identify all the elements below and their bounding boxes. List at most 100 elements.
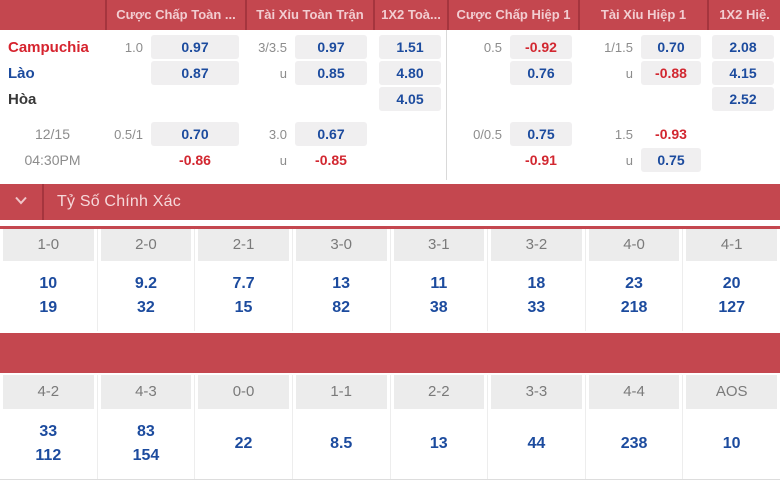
score-odds[interactable]: 238 [620, 435, 648, 452]
score-column: 3-3 44 [488, 375, 586, 479]
score-label: 3-1 [393, 229, 485, 261]
score-column: 3-0 13 82 [293, 229, 391, 331]
odds-price[interactable]: -0.91 [525, 152, 557, 168]
handicap-value: 1.5 [614, 126, 633, 142]
cell-1x2-h1-home: 2.08 [707, 35, 780, 59]
score-odds[interactable]: 32 [137, 299, 155, 316]
score-odds[interactable]: 38 [429, 299, 448, 316]
score-label: 2-1 [198, 229, 289, 261]
odds-header-corner [0, 0, 105, 30]
cell-1x2-full-draw: 4.05 [373, 87, 447, 111]
odds-price[interactable]: 2.52 [712, 87, 774, 111]
score-label: 4-2 [3, 375, 94, 409]
score-column: 2-2 13 [391, 375, 489, 479]
cell-ou-full-home: 3/3.5 0.97 [245, 35, 373, 59]
score-odds[interactable]: 19 [39, 299, 58, 316]
cell-hc-h1-away: 0.76 [447, 61, 578, 85]
cell-1x2-h1-away: 4.15 [707, 61, 780, 85]
score-label: 4-1 [686, 229, 777, 261]
odds-price[interactable]: -0.92 [510, 35, 572, 59]
score-odds[interactable]: 44 [527, 435, 546, 452]
team-name-away: Lào [8, 64, 35, 82]
score-column: 3-2 18 33 [488, 229, 586, 331]
odds-price[interactable]: -0.85 [315, 152, 347, 168]
team-name-home: Campuchia [8, 38, 89, 56]
half-sections-divider [446, 30, 447, 180]
score-odds[interactable]: 82 [332, 299, 351, 316]
odds-row-home: Campuchia 1.0 0.97 3/3.5 0.97 1.51 0.5 -… [0, 34, 780, 60]
score-odds[interactable]: 13 [332, 275, 351, 292]
odds-price[interactable]: 0.70 [151, 122, 239, 146]
odds-price[interactable]: 0.67 [295, 122, 367, 146]
score-column: 2-1 7.7 15 [195, 229, 293, 331]
score-odds[interactable]: 112 [35, 447, 62, 464]
score-odds[interactable]: 127 [718, 299, 746, 316]
cell-hc-full-away: 0.87 [105, 61, 245, 85]
odds-row-draw: Hòa 4.05 2.52 [0, 86, 780, 112]
odds-price[interactable]: -0.88 [641, 61, 701, 85]
score-odds[interactable]: 9.2 [134, 275, 158, 292]
cell-ou-full-away: u 0.85 [245, 61, 373, 85]
score-odds[interactable]: 10 [722, 435, 741, 452]
odds-price[interactable]: 0.97 [151, 35, 239, 59]
odds-price[interactable]: 0.85 [295, 61, 367, 85]
score-odds[interactable]: 33 [527, 299, 546, 316]
odds-price[interactable]: 1.51 [379, 35, 441, 59]
odds-table-header: Cược Chấp Toàn ... Tài Xỉu Toàn Trận 1X2… [0, 0, 780, 30]
score-odds[interactable]: 10 [39, 275, 58, 292]
odds-price[interactable]: 2.08 [712, 35, 774, 59]
handicap-value: 3/3.5 [258, 39, 287, 55]
odds-row-live-1: 12/15 0.5/1 0.70 3.0 0.67 0/0.5 0.75 1.5… [0, 121, 780, 147]
odds-header-overunder-h1: Tài Xỉu Hiệp 1 [578, 0, 707, 30]
score-odds[interactable]: 20 [722, 275, 741, 292]
score-odds[interactable]: 18 [527, 275, 546, 292]
cell-hc-h1-live2: -0.91 [447, 148, 578, 172]
score-odds[interactable]: 83 [137, 423, 155, 440]
handicap-value: 0/0.5 [473, 126, 502, 142]
score-column: AOS 10 [683, 375, 780, 479]
score-odds[interactable]: 154 [132, 447, 160, 464]
odds-header-overunder-full: Tài Xỉu Toàn Trận [245, 0, 373, 30]
odds-price[interactable]: 0.70 [641, 35, 701, 59]
score-odds[interactable]: 11 [430, 275, 448, 292]
kickoff-time: 04:30PM [24, 152, 81, 168]
score-odds[interactable]: 33 [39, 423, 58, 440]
handicap-value: 0.5/1 [114, 126, 143, 142]
handicap-value: 3.0 [268, 126, 287, 142]
odds-price[interactable]: -0.86 [179, 152, 211, 168]
handicap-value: u [625, 152, 633, 168]
score-odds[interactable]: 22 [234, 435, 253, 452]
odds-price[interactable]: 0.76 [510, 61, 572, 85]
odds-price[interactable]: 4.15 [712, 61, 774, 85]
score-odds[interactable]: 15 [234, 299, 253, 316]
score-odds[interactable]: 218 [620, 299, 648, 316]
score-odds[interactable]: 8.5 [330, 435, 353, 452]
cell-ou-h1-away: u -0.88 [578, 61, 707, 85]
score-column: 1-0 10 19 [0, 229, 98, 331]
score-column: 4-4 238 [586, 375, 684, 479]
odds-price[interactable]: -0.93 [655, 126, 687, 142]
odds-price[interactable]: 0.75 [641, 148, 701, 172]
score-odds[interactable]: 23 [625, 275, 643, 292]
handicap-value: 0.5 [483, 39, 502, 55]
odds-price[interactable]: 0.97 [295, 35, 367, 59]
collapse-toggle[interactable] [0, 184, 44, 220]
score-column: 4-0 23 218 [586, 229, 684, 331]
correct-score-grid-1: 1-0 10 19 2-0 9.2 32 2-1 7.7 15 3-0 13 82 3-… [0, 226, 780, 331]
odds-price[interactable]: 0.87 [151, 61, 239, 85]
score-odds[interactable]: 7.7 [232, 275, 255, 292]
score-label: AOS [686, 375, 777, 409]
odds-price[interactable]: 4.05 [379, 87, 441, 111]
odds-price[interactable]: 0.75 [510, 122, 572, 146]
score-label: 2-2 [393, 375, 485, 409]
score-column: 3-1 11 38 [391, 229, 489, 331]
handicap-value: u [625, 65, 633, 81]
odds-price[interactable]: 4.80 [379, 61, 441, 85]
cell-ou-h1-live1: 1.5 -0.93 [578, 122, 707, 146]
score-label: 0-0 [198, 375, 289, 409]
score-label: 4-4 [588, 375, 680, 409]
score-column: 2-0 9.2 32 [98, 229, 196, 331]
cell-ou-full-live1: 3.0 0.67 [245, 122, 373, 146]
score-odds[interactable]: 13 [429, 435, 448, 452]
cell-hc-h1-live1: 0/0.5 0.75 [447, 122, 578, 146]
